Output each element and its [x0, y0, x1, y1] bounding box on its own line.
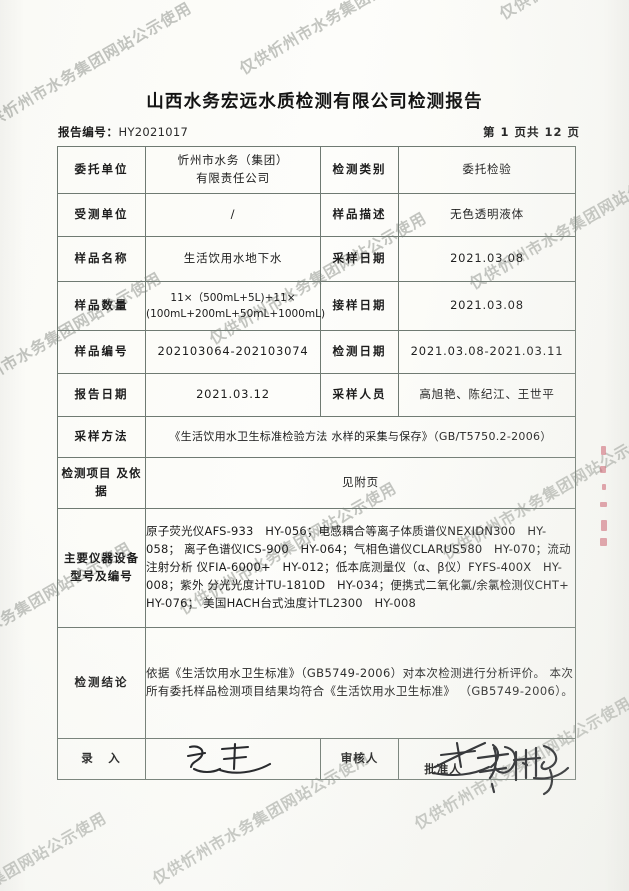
table-row: 样品数量 11×（500mL+5L)+11× (100mL+200mL+50mL…	[57, 281, 576, 331]
test-items-label-line-2: 及依据	[95, 466, 142, 498]
row-value-conclusion: 依据《生活饮用水卫生标准》（GB5749-2006）对本次检测进行分析评价。 本…	[145, 627, 576, 739]
equipment-line-3: 仪FIA-6000+ HY-012；低本底测量仪（α、β仪）FYFS-400X …	[146, 560, 563, 592]
page-title: 山西水务宏远水质检测有限公司检测报告	[146, 92, 483, 112]
row-value-sampling-method: 《生活饮用水卫生标准检验方法 水样的采集与保存》（GB/T5750.2-2006…	[145, 416, 576, 458]
conclusion-line-1: 依据《生活饮用水卫生标准》（GB5749-2006）对本次检测进行分析评价。	[146, 666, 546, 681]
quantity-line-1: 11×（500mL+5L)+11×	[170, 291, 296, 304]
row-label-report-date: 报告日期	[57, 373, 146, 417]
conclusion-line-3: （GB5749-2006）。	[459, 684, 574, 698]
signature-ink-entry	[146, 739, 320, 779]
page-indicator: 第 1 页共 12 页	[482, 125, 580, 139]
row-label-client: 委托单位	[57, 146, 146, 194]
row-label-tested-unit: 受测单位	[57, 193, 146, 237]
row-label-samplers: 采样人员	[320, 373, 399, 417]
row-value-tested-unit: /	[145, 193, 321, 237]
row-value-samplers: 高旭艳、陈纪江、王世平	[398, 373, 576, 417]
row-label-sample-name: 样品名称	[57, 236, 146, 282]
equipment-line-1: 原子荧光仪AFS-933 HY-056；电感耦合等离子体质谱仪NEXIDN300…	[146, 524, 547, 557]
report-table: 委托单位 忻州市水务（集团） 有限责任公司 检测类别 委托检验 受测单位 / 样…	[57, 146, 580, 780]
report-number-value: HY2021017	[118, 125, 189, 139]
table-row: 采样方法 《生活饮用水卫生标准检验方法 水样的采集与保存》（GB/T5750.2…	[57, 416, 576, 458]
equipment-line-2: 离子色谱仪ICS-900 HY-064；气相色谱仪CLARUS580 HY-07…	[146, 542, 571, 575]
row-label-equipment: 主要仪器设备 型号及编号	[57, 508, 146, 628]
report-number: 报告编号：HY2021017	[58, 124, 188, 140]
table-row: 检测结论 依据《生活饮用水卫生标准》（GB5749-2006）对本次检测进行分析…	[57, 627, 576, 739]
table-row: 主要仪器设备 型号及编号 原子荧光仪AFS-933 HY-056；电感耦合等离子…	[57, 508, 580, 628]
red-stamp-mark	[597, 436, 611, 586]
row-label-conclusion: 检测结论	[57, 627, 146, 739]
row-value-test-items: 见附页	[145, 457, 576, 509]
row-value-client: 忻州市水务（集团） 有限责任公司	[145, 146, 321, 194]
report-number-label: 报告编号：	[58, 125, 119, 139]
row-value-report-date: 2021.03.12	[145, 373, 321, 417]
row-value-equipment: 原子荧光仪AFS-933 HY-056；电感耦合等离子体质谱仪NEXIDN300…	[145, 508, 580, 628]
row-label-sample-description: 样品描述	[320, 193, 399, 237]
table-row: 报告日期 2021.03.12 采样人员 高旭艳、陈纪江、王世平	[57, 373, 576, 417]
row-label-sampling-date: 采样日期	[320, 236, 399, 282]
row-value-receipt-date: 2021.03.08	[398, 281, 576, 331]
equipment-label-line-1: 主要仪器设备	[64, 551, 139, 566]
table-row: 受测单位 / 样品描述 无色透明液体	[57, 193, 576, 237]
row-label-sampling-method: 采样方法	[57, 416, 146, 458]
test-items-label-line-1: 检测项目	[61, 466, 112, 481]
row-label-sample-number: 样品编号	[57, 330, 146, 374]
row-value-test-date: 2021.03.08-2021.03.11	[398, 330, 576, 374]
equipment-line-5: 美国HACH台式浊度计TL2300 HY-008	[203, 595, 417, 610]
table-row: 委托单位 忻州市水务（集团） 有限责任公司 检测类别 委托检验	[57, 146, 576, 194]
row-label-test-category: 检测类别	[320, 146, 399, 194]
row-value-sample-name: 生活饮用水地下水	[145, 236, 321, 282]
row-label-test-date: 检测日期	[320, 330, 399, 374]
table-row: 样品编号 202103064-202103074 检测日期 2021.03.08…	[57, 330, 576, 374]
row-value-sample-number: 202103064-202103074	[145, 330, 321, 374]
row-value-sample-quantity: 11×（500mL+5L)+11× (100mL+200mL+50mL+1000…	[145, 281, 326, 331]
report-meta-row: 报告编号：HY2021017 第 1 页共 12 页	[58, 124, 580, 140]
row-value-sample-description: 无色透明液体	[398, 193, 576, 237]
row-label-receipt-date: 接样日期	[320, 281, 399, 331]
client-line-1: 忻州市水务（集团）	[177, 153, 289, 168]
signature-label-approver: 批准人	[424, 762, 462, 776]
quantity-line-2: (100mL+200mL+50mL+1000mL)	[146, 308, 326, 320]
signature-label-entry: 录 入	[57, 738, 146, 780]
client-line-2: 有限责任公司	[196, 171, 270, 185]
row-value-sampling-date: 2021.03.08	[398, 236, 576, 282]
signature-entry	[145, 738, 321, 780]
equipment-label-line-2: 型号及编号	[70, 569, 133, 583]
signature-label-reviewer: 审核人	[320, 738, 399, 780]
row-label-test-items: 检测项目 及依据	[57, 457, 146, 509]
table-row: 样品名称 生活饮用水地下水 采样日期 2021.03.08	[57, 236, 576, 282]
row-value-test-category: 委托检验	[398, 146, 576, 194]
equipment-line-4: 分光光度计TU-1810D HY-034；便携式二氧化氯/余氯检测仪CHT+ H…	[146, 577, 581, 610]
row-label-sample-quantity: 样品数量	[57, 281, 146, 331]
conclusion-line-2: 本次所有委托样品检测项目结果均符合《生活饮用水卫生标准》	[146, 666, 574, 698]
table-row: 检测项目 及依据 见附页	[57, 457, 576, 509]
signature-row: 录 入	[57, 738, 576, 780]
